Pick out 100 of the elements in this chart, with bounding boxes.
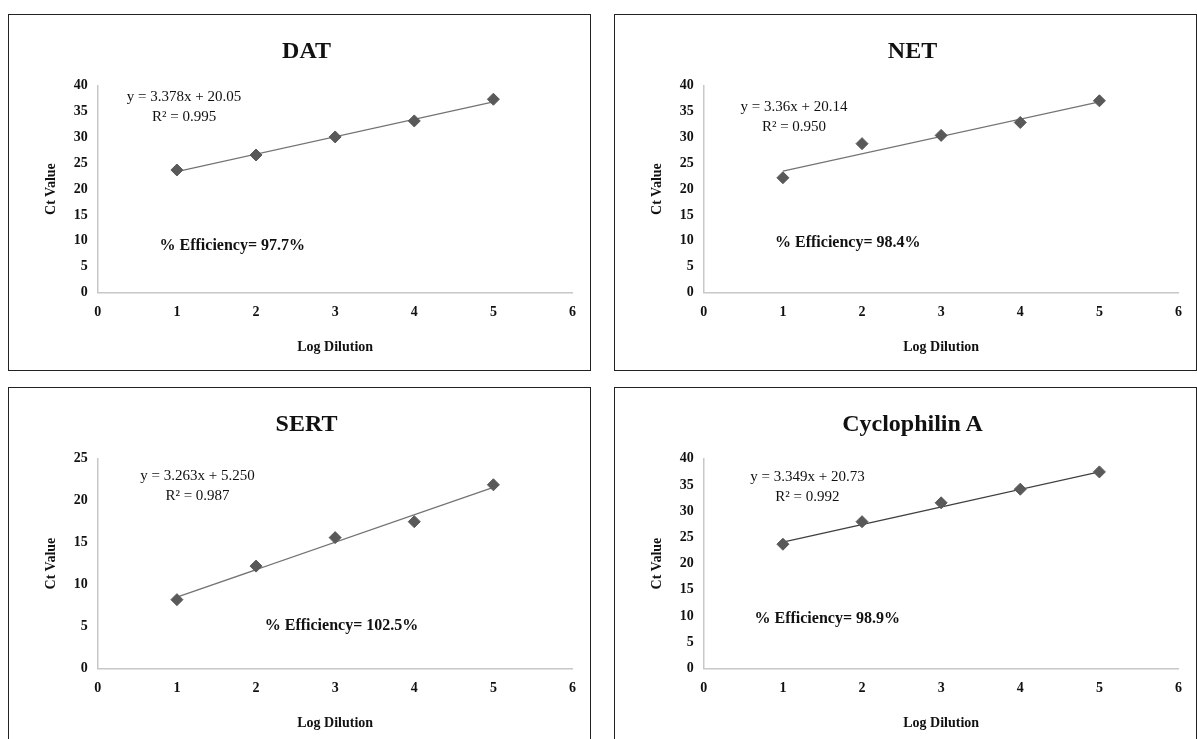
point <box>170 163 184 177</box>
annotation: % Efficiency= 97.7% <box>159 236 306 255</box>
annotation: % Efficiency= 98.9% <box>754 609 900 628</box>
point <box>486 478 500 492</box>
y-tick-label: 35 <box>679 103 694 119</box>
x-axis-title: Log Dilution <box>297 339 374 355</box>
point <box>486 92 500 106</box>
x-tick-label: 4 <box>410 304 418 320</box>
y-tick-label: 25 <box>73 154 88 170</box>
y-axis-title: Ct Value <box>649 537 665 590</box>
x-tick-label: 0 <box>94 680 102 696</box>
x-tick-label: 0 <box>700 304 708 320</box>
x-tick-label: 4 <box>1016 304 1024 320</box>
y-tick-label: 25 <box>679 154 694 170</box>
y-tick-label: 20 <box>679 180 694 196</box>
y-tick-label: 15 <box>679 581 694 597</box>
x-tick-label: 1 <box>173 304 181 320</box>
point <box>776 537 790 551</box>
x-tick-label: 3 <box>937 680 945 696</box>
point <box>934 128 948 142</box>
y-axis-title: Ct Value <box>43 537 59 590</box>
y-axis-title: Ct Value <box>649 163 665 215</box>
x-tick-label: 2 <box>252 304 260 320</box>
x-tick-label: 3 <box>331 680 339 696</box>
annotation: % Efficiency= 102.5% <box>264 615 419 634</box>
point <box>934 496 948 510</box>
x-tick-label: 0 <box>700 680 708 696</box>
y-tick-label: 20 <box>679 555 694 571</box>
annotation: R² = 0.992 <box>775 487 840 504</box>
x-tick-label: 5 <box>489 304 497 320</box>
annotation: y = 3.36x + 20.14 <box>740 98 848 115</box>
chart-title: SERT <box>275 409 338 436</box>
y-tick-label: 35 <box>679 476 694 492</box>
x-axis-title: Log Dilution <box>903 339 980 355</box>
y-tick-label: 20 <box>73 180 88 196</box>
point <box>1092 94 1106 108</box>
annotation: R² = 0.987 <box>165 486 231 503</box>
y-tick-label: 40 <box>679 450 694 466</box>
x-tick-label: 6 <box>1175 304 1182 320</box>
y-tick-label: 15 <box>73 534 88 550</box>
x-tick-label: 2 <box>252 680 260 696</box>
point <box>407 515 421 529</box>
y-tick-label: 35 <box>73 103 88 119</box>
y-tick-label: 5 <box>80 258 88 274</box>
y-tick-label: 30 <box>679 129 694 145</box>
annotation: y = 3.263x + 5.250 <box>140 466 255 483</box>
x-tick-label: 5 <box>489 680 497 696</box>
point <box>328 130 342 144</box>
y-tick-label: 5 <box>686 633 694 649</box>
point <box>1013 115 1027 129</box>
x-tick-label: 3 <box>937 304 945 320</box>
x-tick-label: 1 <box>779 680 787 696</box>
y-tick-label: 10 <box>73 232 88 248</box>
x-tick-label: 5 <box>1095 304 1103 320</box>
annotation: % Efficiency= 98.4% <box>775 232 921 251</box>
chart-title: DAT <box>282 36 331 63</box>
y-tick-label: 25 <box>73 450 88 466</box>
y-tick-label: 0 <box>686 284 694 300</box>
y-tick-label: 15 <box>679 206 694 222</box>
y-tick-label: 25 <box>679 529 694 545</box>
chart-title: NET <box>887 36 938 63</box>
y-tick-label: 15 <box>73 206 88 222</box>
annotation: R² = 0.995 <box>151 107 217 124</box>
point <box>776 171 790 185</box>
point <box>170 593 184 607</box>
y-tick-label: 20 <box>73 492 88 508</box>
x-tick-label: 1 <box>173 680 181 696</box>
x-tick-label: 4 <box>410 680 418 696</box>
y-tick-label: 10 <box>679 232 694 248</box>
y-tick-label: 0 <box>686 660 694 676</box>
x-tick-label: 6 <box>1175 680 1182 696</box>
annotation: y = 3.349x + 20.73 <box>750 468 865 485</box>
point <box>1092 465 1106 479</box>
x-tick-label: 5 <box>1095 680 1103 696</box>
y-axis-title: Ct Value <box>43 163 59 215</box>
x-tick-label: 2 <box>858 304 866 320</box>
point <box>249 559 263 573</box>
point <box>855 137 869 151</box>
y-tick-label: 30 <box>679 502 694 518</box>
y-tick-label: 10 <box>73 576 88 592</box>
y-tick-label: 5 <box>80 618 88 634</box>
y-tick-label: 0 <box>80 660 88 676</box>
point <box>855 515 869 529</box>
x-tick-label: 6 <box>569 680 576 696</box>
x-tick-label: 6 <box>569 304 576 320</box>
x-tick-label: 1 <box>779 304 787 320</box>
x-tick-label: 2 <box>858 680 866 696</box>
y-tick-label: 30 <box>73 129 88 145</box>
y-tick-label: 5 <box>686 258 694 274</box>
y-tick-label: 40 <box>73 77 88 93</box>
y-tick-label: 40 <box>679 77 694 93</box>
x-axis-title: Log Dilution <box>297 715 374 731</box>
y-tick-label: 0 <box>80 284 88 300</box>
point <box>1013 482 1027 496</box>
point <box>249 148 263 162</box>
chart-title: Cyclophilin A <box>842 409 984 436</box>
y-tick-label: 10 <box>679 607 694 623</box>
x-tick-label: 4 <box>1016 680 1024 696</box>
point <box>328 531 342 545</box>
annotation: R² = 0.950 <box>761 118 827 135</box>
